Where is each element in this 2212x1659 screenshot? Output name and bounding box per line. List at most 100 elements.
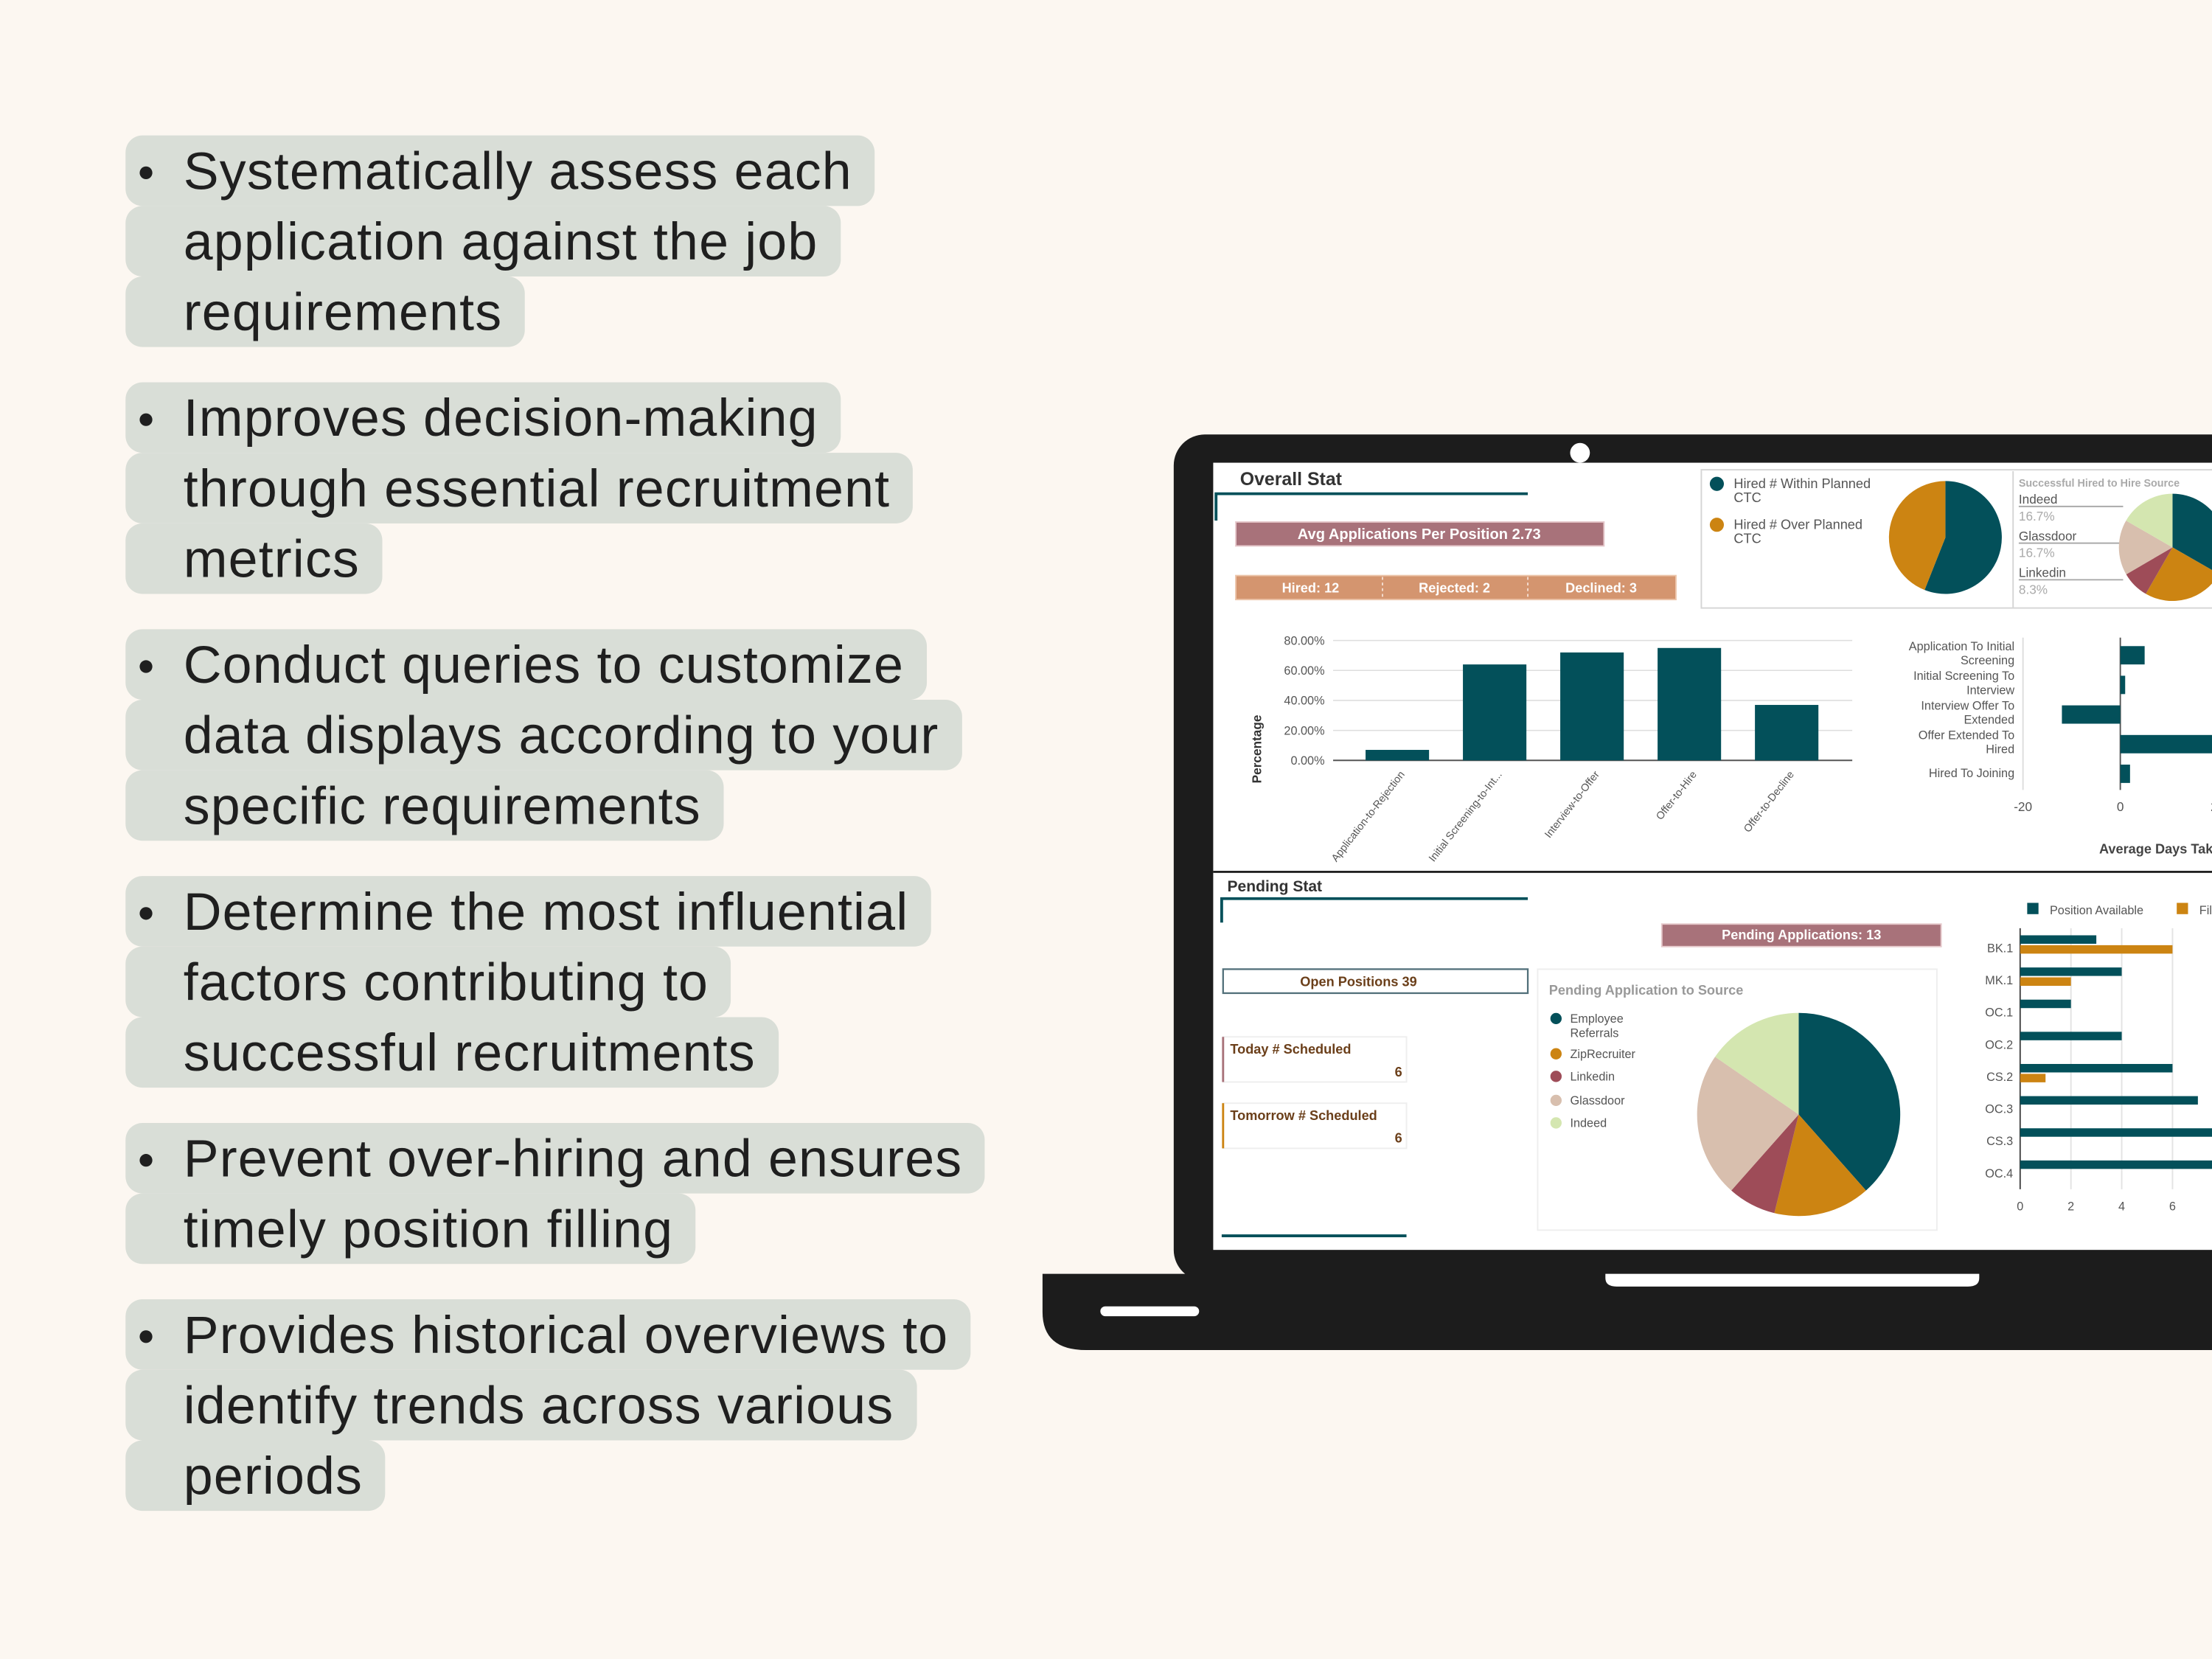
today-scheduled-value: 6 <box>1395 1065 1402 1079</box>
y-tick-label: OC.3 <box>1985 1103 2013 1116</box>
y-tick-label: 0.00% <box>1290 754 1324 768</box>
y-tick-label: CS.3 <box>1986 1135 2013 1148</box>
bullet-text: Conduct queries to customize <box>183 634 905 695</box>
bullet-text: through essential recruitment <box>183 458 891 518</box>
legend-dot-icon <box>1550 1094 1562 1107</box>
y-tick-label: Interview Offer To Extended <box>1921 699 2014 726</box>
bullet-text: factors contributing to <box>183 952 709 1012</box>
legend-label: ZipRecruiter <box>1570 1048 1635 1061</box>
y-tick-label: BK.1 <box>1987 942 2013 955</box>
y-axis-label: Percentage <box>1249 715 1264 784</box>
bar <box>2020 1160 2212 1169</box>
bullet-item: Provides historical overviews to identify… <box>125 1299 971 1512</box>
source-pie-slice <box>2126 547 2173 594</box>
bullet-line: factors contributing to <box>125 946 731 1018</box>
camera-icon <box>1570 442 1590 463</box>
bar <box>2120 675 2126 695</box>
source-pct: 16.7% <box>2019 509 2055 524</box>
bullet-text: specific requirements <box>183 776 701 835</box>
bar <box>1463 664 1527 761</box>
source-label: Glassdoor <box>2019 529 2077 543</box>
legend-label: Glassdoor <box>1570 1094 1625 1107</box>
x-tick-label: 0 <box>2117 799 2124 814</box>
bar <box>2020 967 2122 976</box>
legend-label: Hired # Within Planned <box>1733 476 1871 491</box>
bullet-text: metrics <box>183 529 360 588</box>
x-axis-label: Average Days Taken <box>2099 842 2212 857</box>
x-tick-label: 0 <box>2017 1200 2023 1214</box>
bullet-text: Provides historical overviews to <box>183 1304 949 1365</box>
bullet-text: Determine the most influential <box>183 881 909 942</box>
bullet-text: timely position filling <box>183 1199 674 1259</box>
bullet-text: identify trends across various <box>183 1375 894 1435</box>
legend-label: CTC <box>1733 532 1761 546</box>
bar <box>1658 647 1722 761</box>
bullet-line: Prevent over-hiring and ensures <box>125 1122 985 1194</box>
y-tick-label: OC.1 <box>1985 1006 2013 1020</box>
bullet-line: Determine the most influential <box>125 876 931 947</box>
legend-swatch-icon <box>2177 902 2188 914</box>
x-tick-label: 4 <box>2118 1200 2125 1214</box>
legend-dot-icon <box>1550 1071 1562 1082</box>
y-tick-label: OC.2 <box>1985 1038 2013 1051</box>
rejected-count: Rejected: 2 <box>1419 581 1490 596</box>
bullet-line: periods <box>125 1440 386 1512</box>
bar <box>2020 945 2173 954</box>
section-underline <box>1214 492 1528 521</box>
bar <box>1560 652 1624 761</box>
bullet-text: application against the job <box>183 211 818 271</box>
bar <box>2020 977 2071 986</box>
ctc-pie-slice <box>1924 481 2002 594</box>
legend-dot-icon <box>1709 518 1725 532</box>
bullet-item: Prevent over-hiring and ensures timely po… <box>125 1122 985 1265</box>
bar <box>2020 1074 2046 1082</box>
bar <box>2020 1032 2122 1040</box>
avg-applications-box <box>1235 521 1605 547</box>
source-pie-title: Successful Hired to Hire Source <box>2019 478 2180 490</box>
bullet-dot-icon <box>139 660 153 673</box>
legend-label: Filled <box>2199 904 2212 917</box>
hire-summary-box <box>1235 574 1677 601</box>
bar <box>2020 1063 2173 1073</box>
ctc-pie-panel <box>1700 469 2212 609</box>
pending-pie-slice <box>1798 1012 1901 1191</box>
laptop-latch <box>1100 1306 1200 1317</box>
legend-dot-icon <box>1550 1117 1562 1129</box>
pending-pie-slice <box>1715 1012 1799 1115</box>
legend-label: CTC <box>1733 490 1761 505</box>
y-tick-label: Offer Extended To Hired <box>1919 729 2014 757</box>
x-tick-label: 2 <box>2067 1200 2074 1214</box>
today-scheduled-card <box>1222 1036 1408 1083</box>
legend-label: Employee Referrals <box>1570 1012 1623 1040</box>
declined-count: Declined: 3 <box>1565 581 1637 596</box>
y-tick-label: Hired To Joining <box>1929 767 2014 780</box>
y-tick-label: 80.00% <box>1284 634 1324 647</box>
open-positions-box <box>1222 968 1529 995</box>
source-pie-slice <box>2172 493 2212 571</box>
bullet-line: metrics <box>125 523 383 594</box>
tomorrow-scheduled-card <box>1222 1102 1408 1150</box>
tomorrow-scheduled-label: Tomorrow # Scheduled <box>1230 1108 1377 1123</box>
y-tick-label: OC.4 <box>1985 1167 2013 1180</box>
x-tick-label: 6 <box>2169 1200 2176 1214</box>
bullet-line: through essential recruitment <box>125 453 913 524</box>
source-pie-slice <box>2146 547 2212 602</box>
y-tick-label: MK.1 <box>1985 974 2013 987</box>
y-tick-label: 60.00% <box>1284 664 1324 678</box>
source-pie-slice <box>2126 493 2173 548</box>
bullet-line: Systematically assess each <box>125 135 875 206</box>
bullet-item: Improves decision-making through essentia… <box>125 382 913 594</box>
y-tick-label: CS.2 <box>1986 1071 2013 1084</box>
bullet-line: successful recruitments <box>125 1017 779 1088</box>
legend-swatch-icon <box>2027 902 2039 914</box>
open-positions-label: Open Positions 39 <box>1300 974 1416 989</box>
bullet-line: data displays according to your <box>125 699 962 771</box>
tomorrow-scheduled-value: 6 <box>1395 1131 1402 1146</box>
avg-applications-label: Avg Applications Per Position 2.73 <box>1298 526 1541 543</box>
legend-label: Linkedin <box>1570 1071 1615 1084</box>
pending-applications-box <box>1660 923 1942 947</box>
x-tick-label: 20 <box>2211 799 2212 814</box>
bar <box>1366 750 1430 761</box>
y-tick-label: 40.00% <box>1284 695 1324 708</box>
